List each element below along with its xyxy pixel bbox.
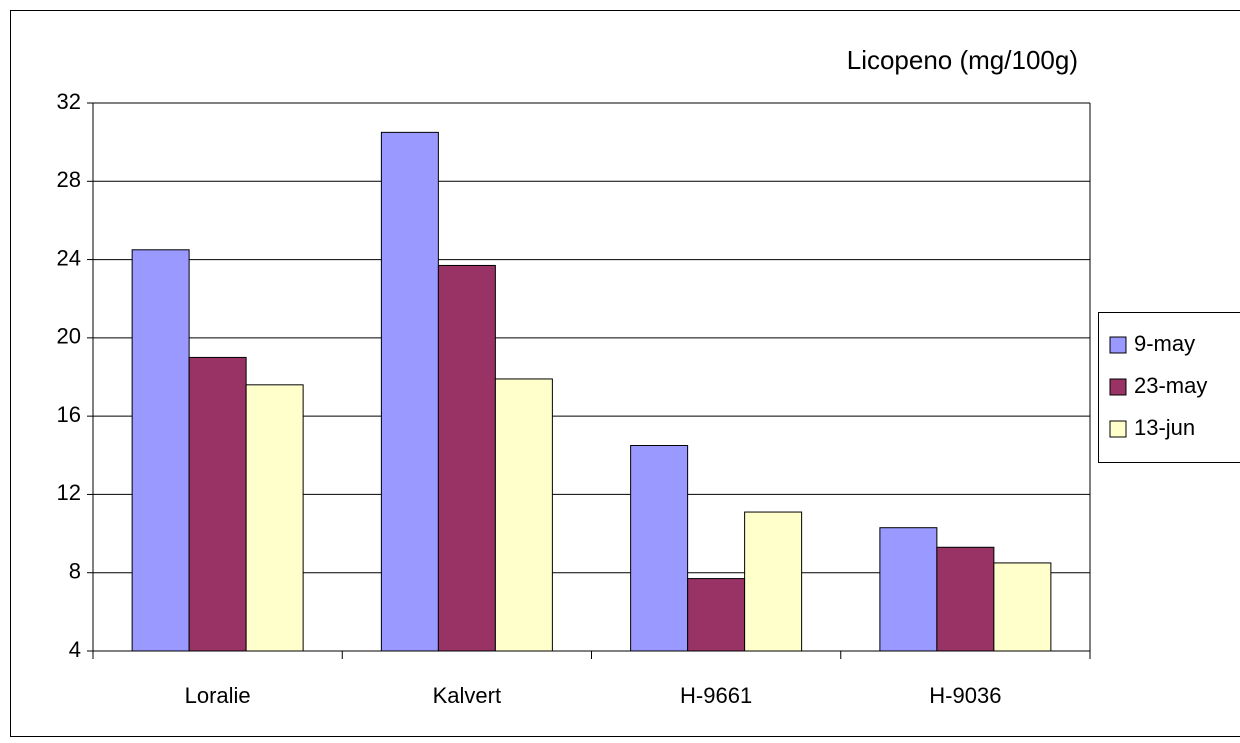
bar [880, 528, 937, 651]
bar [688, 579, 745, 651]
y-tick-label: 8 [69, 559, 81, 584]
legend-swatch [1110, 337, 1126, 353]
y-tick-label: 16 [57, 402, 81, 427]
legend-swatch [1110, 421, 1126, 437]
bar [189, 357, 246, 651]
legend-label: 9-may [1134, 331, 1195, 356]
y-tick-label: 12 [57, 480, 81, 505]
bar [994, 563, 1051, 651]
bar [132, 250, 189, 651]
legend-label: 13-jun [1134, 415, 1195, 440]
bar [631, 446, 688, 652]
x-tick-label: Loralie [185, 683, 251, 708]
x-tick-label: H-9661 [680, 683, 752, 708]
chart-title: Licopeno (mg/100g) [847, 45, 1078, 75]
y-tick-label: 28 [57, 167, 81, 192]
bar [246, 385, 303, 651]
bar [495, 379, 552, 651]
bar [937, 547, 994, 651]
y-tick-label: 32 [57, 89, 81, 114]
bar [745, 512, 802, 651]
y-tick-label: 20 [57, 324, 81, 349]
x-tick-label: H-9036 [929, 683, 1001, 708]
bar [438, 265, 495, 651]
legend-label: 23-may [1134, 373, 1207, 398]
legend-swatch [1110, 379, 1126, 395]
y-tick-label: 4 [69, 637, 81, 662]
x-tick-label: Kalvert [433, 683, 501, 708]
y-tick-label: 24 [57, 245, 81, 270]
bar [381, 132, 438, 651]
